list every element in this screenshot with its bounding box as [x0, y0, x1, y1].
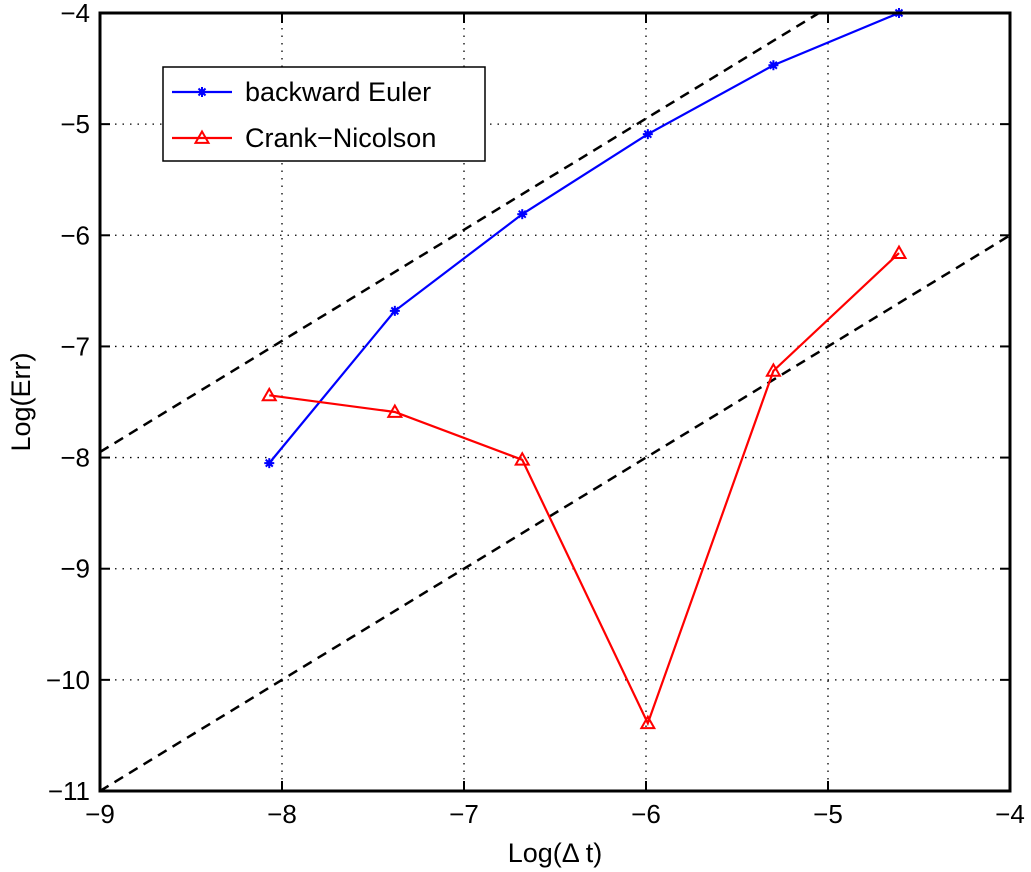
y-axis-label: Log(Err) [6, 352, 36, 451]
legend-entry: backward Euler [172, 77, 431, 107]
ticks: −9 −8 −7 −6 −5 −4 −11 −10 −9 −8 −7 −6 −5 −4 [46, 0, 1025, 829]
reference-lines [100, 13, 1010, 791]
data-point [514, 451, 531, 466]
data-point [642, 129, 653, 140]
series-line [269, 252, 900, 727]
data-point [639, 714, 657, 730]
x-tick-label: −9 [85, 799, 115, 829]
legend-box [162, 66, 486, 162]
y-tick-label: −7 [60, 331, 90, 361]
y-tick-label: −5 [60, 109, 90, 139]
legend-label: backward Euler [245, 77, 431, 107]
y-tick-label: −11 [48, 776, 90, 806]
data-point [197, 87, 207, 97]
y-tick-label: −8 [60, 443, 90, 473]
grid [100, 13, 1010, 791]
data-point [765, 362, 782, 377]
plot-frame [98, 11, 1012, 793]
x-tick-label: −4 [995, 799, 1025, 829]
data-point [768, 60, 779, 71]
y-tick-label: −4 [60, 0, 90, 28]
legend-label: Crank−Nicolson [245, 123, 436, 153]
data-point [890, 244, 908, 259]
legend: backward Euler Crank−Nicolson [162, 66, 486, 162]
data-point [193, 129, 211, 144]
series-crank-nicolson [261, 244, 908, 730]
y-tick-label: −9 [60, 554, 90, 584]
data-point [264, 458, 275, 469]
legend-entry: Crank−Nicolson [172, 123, 436, 153]
data-point [517, 209, 528, 220]
y-tick-label: −6 [60, 220, 90, 250]
data-point [386, 403, 404, 418]
x-tick-label: −5 [813, 799, 843, 829]
x-tick-label: −7 [449, 799, 479, 829]
data-point [389, 305, 400, 316]
x-tick-label: −8 [267, 799, 297, 829]
series-line [268, 11, 900, 464]
x-axis-label: Log(Δ t) [508, 838, 603, 868]
y-tick-label: −10 [46, 665, 90, 695]
data-point [261, 386, 278, 402]
x-tick-label: −6 [631, 799, 661, 829]
reference-line [100, 234, 1010, 791]
